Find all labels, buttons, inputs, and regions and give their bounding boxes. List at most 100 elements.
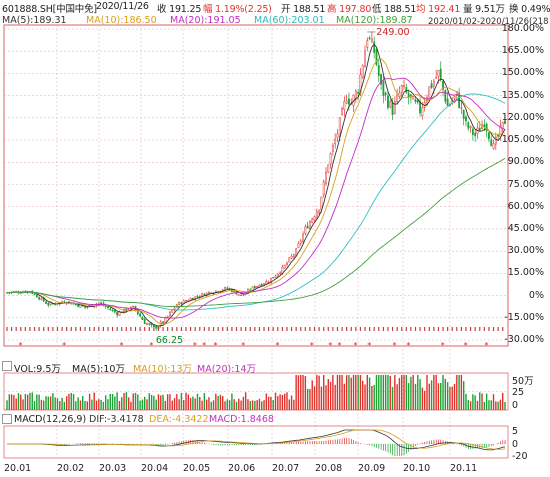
vol-bar — [288, 399, 290, 410]
event-tick — [70, 327, 72, 331]
vol-bar — [8, 394, 10, 410]
vol-bar — [373, 384, 375, 410]
macd-bar — [227, 444, 228, 446]
candle-body — [391, 102, 394, 116]
event-tick — [304, 327, 306, 331]
vol-axis-top: 50万 — [512, 376, 534, 387]
vol-bar — [368, 377, 371, 410]
candle-body — [139, 313, 142, 317]
macd-bar — [77, 443, 79, 444]
macd-bar — [426, 441, 428, 444]
event-tick — [272, 327, 274, 331]
macd-toggle-icon[interactable] — [2, 414, 12, 424]
vol-bar — [355, 375, 357, 410]
candle-body — [306, 225, 309, 229]
macd-bar — [435, 439, 437, 444]
macd-bar — [484, 444, 485, 449]
event-tick — [217, 327, 219, 331]
candle-body — [428, 86, 431, 100]
event-tick — [378, 327, 380, 331]
ma20-label: MA(20):191.05 — [170, 15, 241, 26]
pct-tick-label: 165.00% — [501, 45, 544, 57]
vol-bar — [384, 375, 387, 410]
vol-bar — [52, 393, 54, 410]
vol-bar — [54, 397, 56, 410]
macd-bar — [256, 444, 258, 445]
vol-bar — [396, 384, 398, 410]
vol-toggle-icon[interactable] — [2, 361, 12, 371]
macd-bar — [337, 439, 338, 444]
event-tick — [226, 327, 228, 331]
macd-bar — [504, 440, 506, 444]
vol-bar — [499, 399, 502, 410]
event-tick — [66, 327, 68, 331]
event-tick — [107, 327, 109, 331]
vol-bar — [258, 398, 261, 410]
event-star: * — [393, 341, 397, 350]
candle-body — [290, 255, 293, 259]
vol-bar — [208, 397, 210, 410]
candle-body — [237, 294, 240, 296]
vol-bar — [203, 393, 206, 410]
vol-bar — [100, 399, 102, 410]
pct-tick-label: 180.00% — [501, 23, 544, 34]
vol-title: VOL:9.5万 — [14, 364, 61, 375]
candle-body — [309, 221, 311, 229]
event-tick — [442, 327, 444, 331]
candle-body — [118, 311, 121, 316]
vol-bar — [249, 400, 251, 410]
vol-bar — [194, 398, 196, 410]
macd-bar — [389, 444, 391, 454]
vol-bar — [446, 382, 449, 410]
vol-bar — [10, 394, 13, 410]
event-tick — [134, 327, 137, 331]
vol-bar — [334, 384, 336, 410]
vol-bar — [421, 387, 424, 410]
candle-body — [382, 81, 385, 96]
candle-body — [196, 296, 199, 298]
macd-bar — [350, 438, 352, 444]
event-tick — [391, 327, 394, 331]
candle-body — [334, 139, 337, 145]
candle-body — [345, 100, 348, 104]
vol-bar — [297, 375, 300, 410]
macd-bar — [488, 444, 490, 447]
event-star: * — [119, 341, 123, 350]
macd-bar — [431, 440, 432, 444]
vol-bar — [504, 401, 506, 410]
vol-bar — [242, 396, 245, 410]
candle-body — [490, 139, 493, 147]
vol-axis-mid: 25 — [512, 387, 525, 398]
vol-bar — [173, 398, 176, 410]
vol-bar — [201, 400, 203, 410]
x-tick-label: 20.01 — [4, 463, 32, 474]
candle-body — [169, 311, 171, 316]
pct-tick-label: 120.00% — [501, 111, 544, 123]
macd-bar — [344, 438, 345, 444]
candle-body — [49, 302, 52, 305]
vol-bar — [26, 394, 29, 410]
stock-code[interactable]: 601888.SH[中国中免] — [2, 4, 97, 15]
vol-bar — [63, 401, 66, 410]
event-star: * — [337, 341, 341, 350]
vol-bar — [219, 394, 222, 410]
macd-bar — [84, 443, 86, 444]
vol-bar — [59, 401, 61, 410]
event-tick — [451, 327, 453, 331]
vol-bar — [419, 379, 421, 410]
candle-body — [313, 216, 316, 221]
vol-bar — [433, 375, 435, 410]
candle-body — [251, 286, 254, 291]
macd-bar — [428, 440, 430, 444]
event-tick — [89, 327, 91, 331]
candle-body — [341, 108, 343, 116]
ma10-label: MA(10):186.50 — [86, 15, 157, 26]
event-tick — [396, 327, 398, 331]
event-tick — [258, 327, 261, 331]
x-tick-label: 20.07 — [272, 463, 300, 474]
event-tick — [313, 327, 316, 331]
pct-tick-label: 150.00% — [501, 67, 544, 79]
event-star: * — [328, 341, 332, 350]
vol-bar — [270, 396, 272, 410]
